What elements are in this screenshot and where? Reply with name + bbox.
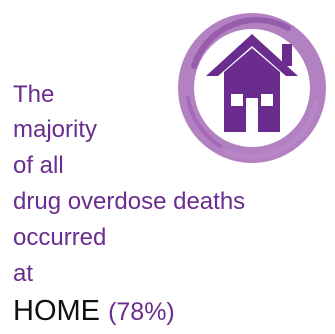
- home-statement: HOME (78%): [13, 293, 175, 330]
- statement-line-3: of all: [13, 152, 64, 179]
- house-window-right: [261, 94, 273, 106]
- statement-line-4: drug overdose deaths: [13, 188, 246, 215]
- house-door: [246, 98, 258, 132]
- statement-line-5: occurred: [13, 224, 107, 251]
- house-roof: [206, 34, 298, 76]
- house-body: [224, 48, 280, 132]
- statement-line-2: majority: [13, 116, 98, 143]
- brush-ring: [178, 13, 326, 163]
- house-window-left: [231, 94, 243, 106]
- home-word: HOME: [13, 295, 100, 327]
- statement-line-6: at: [13, 260, 34, 287]
- home-percent: (78%): [108, 298, 175, 326]
- house-chimney: [282, 44, 292, 66]
- house-icon: [178, 13, 326, 163]
- statement-line-1: The: [13, 81, 55, 108]
- house-emblem: [168, 6, 332, 168]
